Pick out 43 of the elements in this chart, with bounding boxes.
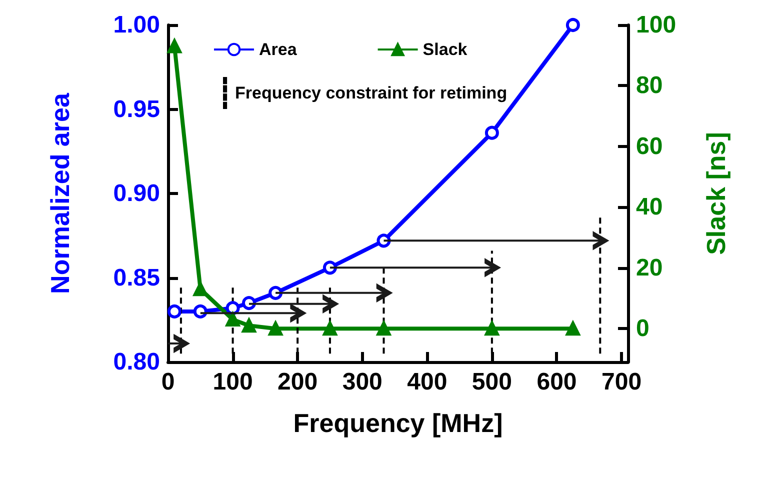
point [322,322,337,336]
x-tick-label: 300 [342,368,382,396]
point [167,304,182,318]
point [290,304,306,322]
point [484,259,500,276]
point [173,334,188,352]
y-tick-label: 0.80 [113,348,160,376]
x-tick-label: 0 [161,368,175,396]
point [376,284,392,302]
legend-label: Area [259,40,298,59]
point [566,18,580,32]
x-axis-title: Frequency [MHz] [293,408,503,438]
legend-label: Frequency constraint for retiming [235,84,508,102]
y2-tick-label: 20 [636,254,663,282]
point [592,232,608,250]
y-tick-label: 0.95 [113,96,160,123]
y2-tick-label: 0 [636,315,650,342]
point [322,295,338,312]
x-tick-label: 200 [278,368,318,396]
point [242,318,256,333]
legend-label: Slack [422,40,468,59]
y2-tick-label: 60 [636,132,663,160]
point [226,312,240,326]
point [566,322,580,336]
y-axis-title: Normalized area [45,92,75,294]
y2-tick-label: 40 [636,194,663,221]
y2-tick-label: 80 [636,72,663,100]
y-tick-label: 0.85 [113,264,160,292]
y-tick-label: 0.90 [113,180,160,207]
x-tick-label: 100 [212,368,253,396]
y2-tick-label: 100 [636,12,676,38]
x-tick-label: 400 [407,368,448,396]
x-tick-label: 500 [472,368,512,396]
y2-axis-title: Slack [ns] [701,132,731,255]
point [484,322,499,336]
point [268,322,283,336]
point [484,126,499,140]
point [376,322,391,336]
x-tick-label: 700 [602,368,642,396]
point [193,282,208,296]
x-tick-label: 600 [536,368,577,396]
y-tick-label: 1.00 [113,12,160,38]
point [167,39,182,54]
